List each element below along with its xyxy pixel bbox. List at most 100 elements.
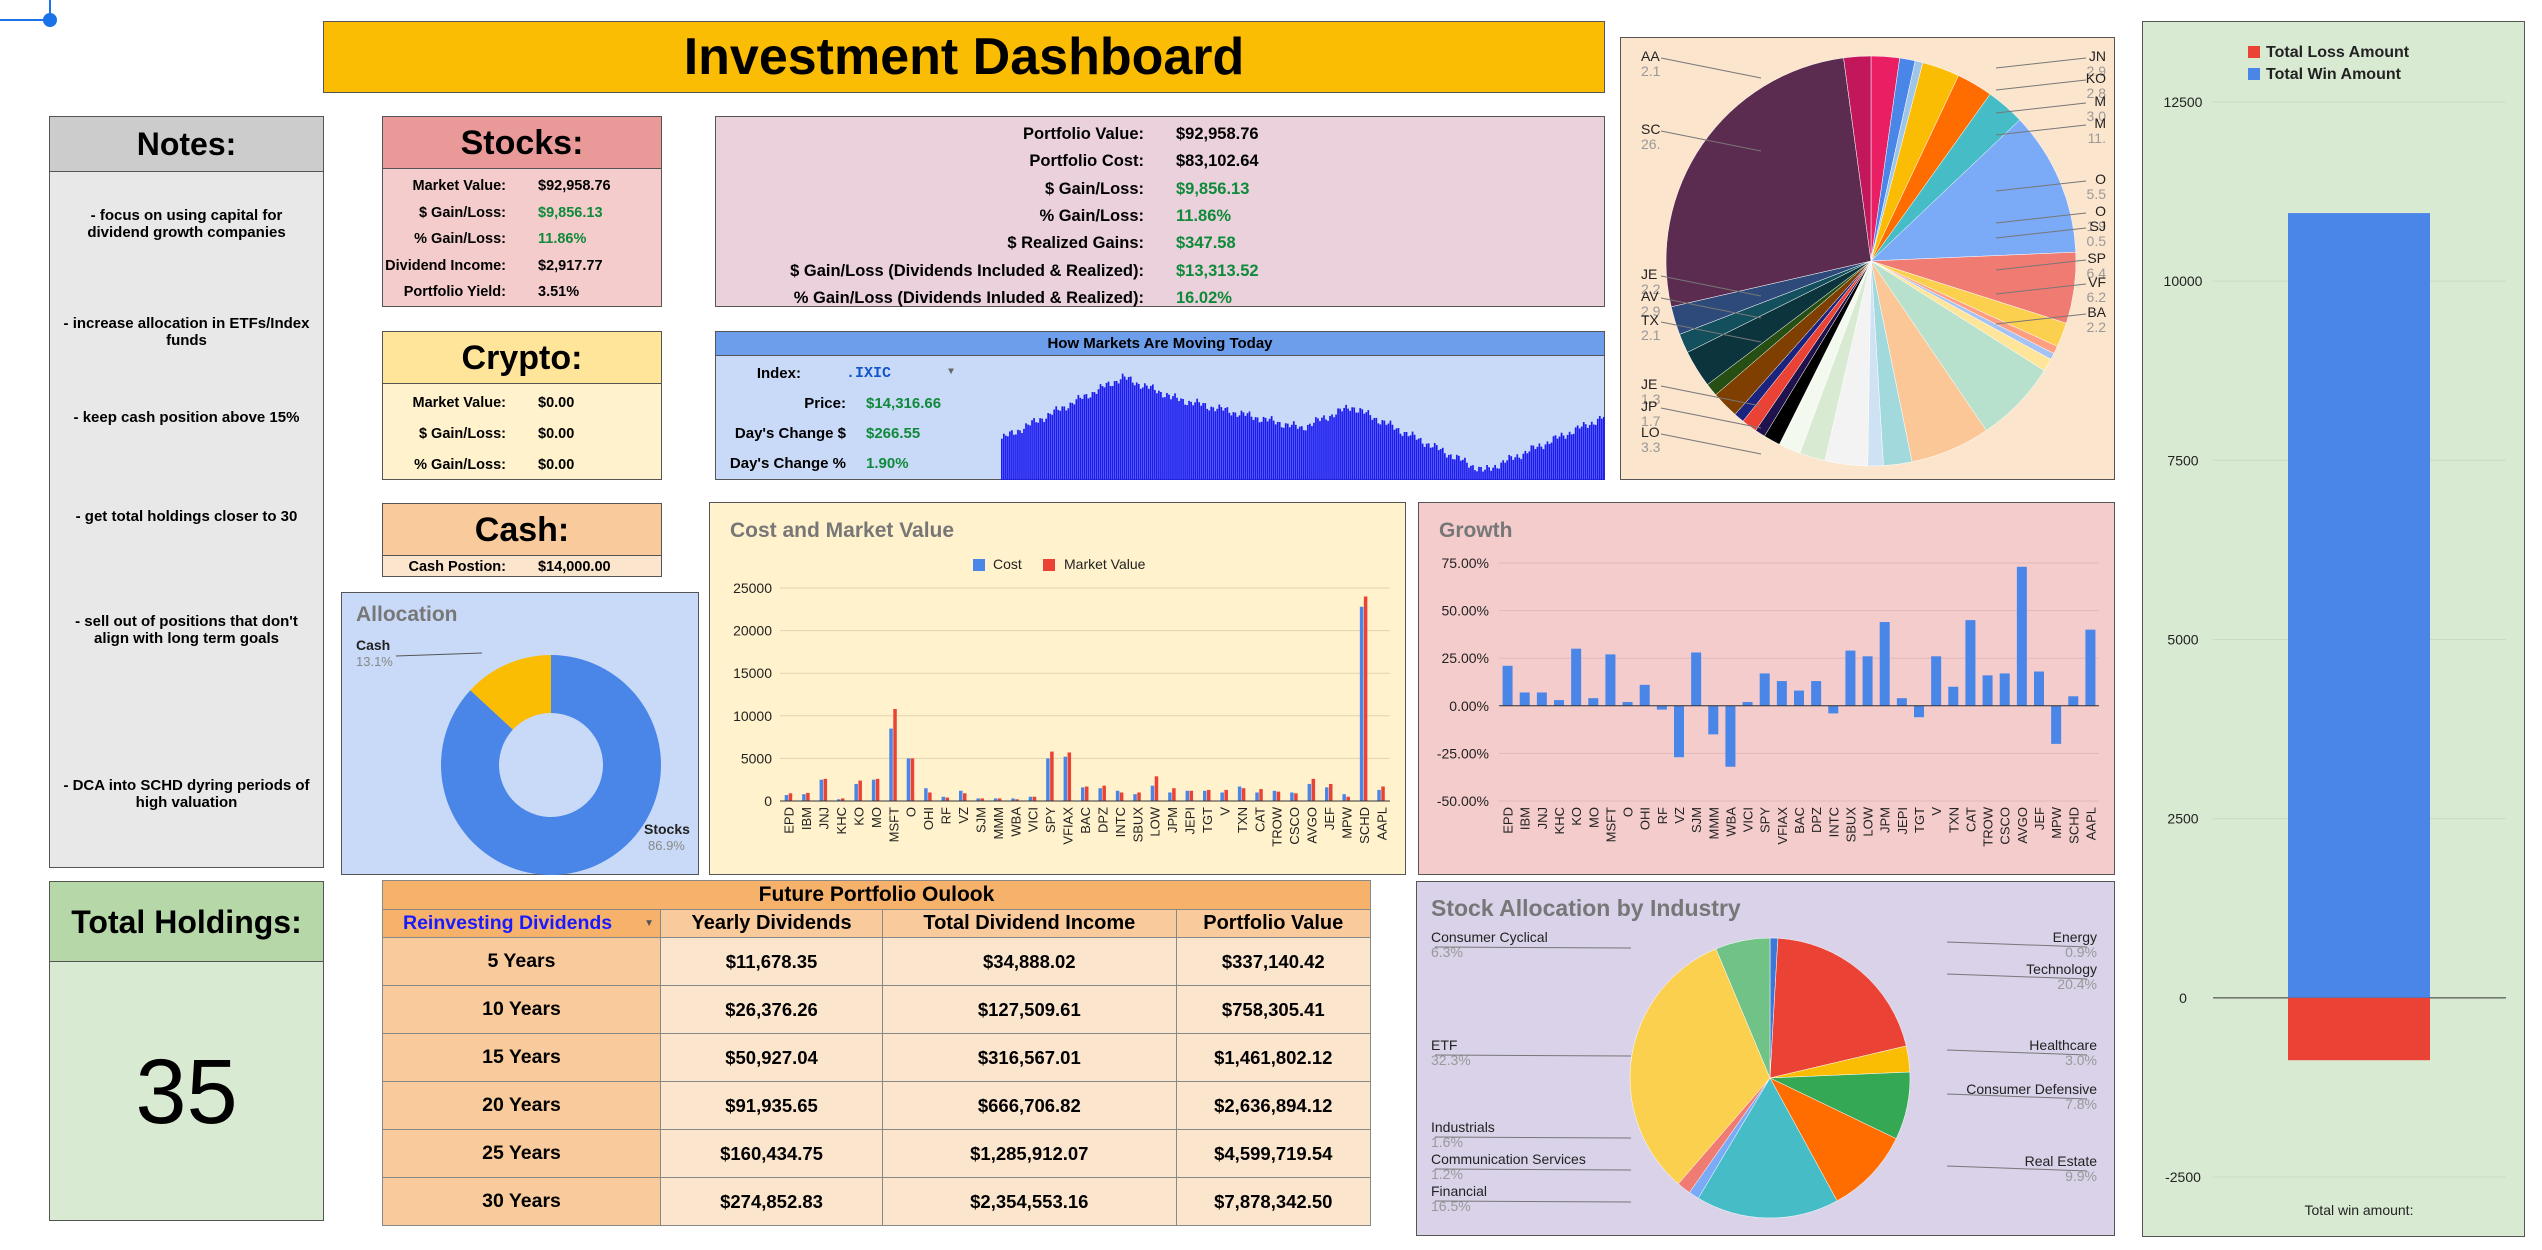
spark-bar bbox=[1009, 431, 1011, 480]
industry-pct: 1.2% bbox=[1431, 1166, 1463, 1182]
growth-bar bbox=[1554, 700, 1564, 706]
spark-bar bbox=[1166, 392, 1168, 480]
crypto-value: $0.00 bbox=[538, 394, 575, 411]
industry-label: Technology bbox=[2026, 961, 2097, 977]
bar-cost bbox=[1203, 790, 1207, 801]
spark-bar bbox=[1190, 401, 1192, 480]
spark-bar bbox=[1518, 457, 1521, 480]
spark-bar bbox=[1240, 410, 1243, 480]
index-label: Index: bbox=[756, 364, 801, 382]
outlook-cell: $4,599,719.54 bbox=[1175, 1129, 1372, 1178]
stocks-value: $9,856.13 bbox=[538, 204, 603, 221]
legend-swatch-cost bbox=[973, 559, 985, 571]
spark-bar bbox=[1305, 430, 1307, 480]
spark-bar bbox=[1556, 438, 1559, 480]
spark-bar bbox=[1534, 449, 1537, 480]
reinvest-dropdown[interactable]: Reinvesting Dividends ▼ bbox=[382, 909, 661, 938]
spark-bar bbox=[1075, 399, 1078, 480]
y-tick: 50.00% bbox=[1442, 603, 1489, 619]
spark-bar bbox=[1415, 439, 1418, 480]
spark-bar bbox=[1542, 449, 1545, 480]
spark-bar bbox=[1532, 445, 1535, 480]
growth-bar bbox=[2051, 705, 2062, 744]
spark-bar bbox=[1361, 409, 1364, 480]
spark-bar bbox=[1522, 453, 1525, 480]
outlook-cell: $2,636,894.12 bbox=[1175, 1081, 1372, 1130]
spark-bar bbox=[1431, 447, 1434, 480]
growth-bar bbox=[1965, 620, 1976, 706]
spark-bar bbox=[1439, 449, 1442, 480]
spark-bar bbox=[1021, 433, 1023, 480]
spark-bar bbox=[1111, 386, 1114, 480]
spark-bar bbox=[1447, 454, 1450, 480]
spark-bar bbox=[1216, 408, 1219, 480]
spark-bar bbox=[1272, 420, 1275, 480]
y-tick: 75.00% bbox=[1442, 555, 1489, 571]
industry-slice bbox=[1769, 1077, 1897, 1202]
bar-market bbox=[806, 792, 810, 801]
legend-label: Market Value bbox=[1064, 556, 1146, 572]
cash-position-label: Cash Postion: bbox=[408, 558, 506, 575]
spark-bar bbox=[1107, 381, 1110, 480]
holding-label: M bbox=[2094, 93, 2106, 109]
spark-bar bbox=[1164, 397, 1166, 480]
market-value: $266.55 bbox=[866, 424, 921, 442]
crypto-value: $0.00 bbox=[538, 425, 575, 442]
industry-pct: 7.8% bbox=[2065, 1096, 2097, 1112]
y-tick: 10000 bbox=[2164, 273, 2203, 289]
x-tick: IBM bbox=[1518, 807, 1533, 830]
bar-cost bbox=[1185, 790, 1190, 801]
spark-bar bbox=[1309, 423, 1311, 480]
spark-bar bbox=[1222, 410, 1225, 480]
spark-bar bbox=[1031, 420, 1033, 480]
holding-slice bbox=[1665, 57, 1872, 308]
index-value: .IXIC bbox=[846, 364, 892, 382]
spark-bar bbox=[1097, 389, 1100, 480]
spark-bar bbox=[1123, 376, 1126, 480]
spark-bar bbox=[1292, 421, 1295, 480]
outlook-row: 20 Years $91,935.65 $666,706.82 $2,636,894.… bbox=[382, 1081, 1372, 1130]
spark-bar bbox=[1149, 385, 1152, 480]
growth-bar bbox=[1571, 648, 1582, 706]
x-tick: TXN bbox=[1235, 807, 1250, 833]
bar-cost bbox=[1377, 789, 1381, 801]
growth-title: Growth bbox=[1439, 519, 1513, 542]
holding-value: 2.8 bbox=[2087, 85, 2107, 101]
holding-label: BA bbox=[2087, 304, 2106, 320]
spark-bar bbox=[1039, 418, 1041, 480]
spark-bar bbox=[1319, 421, 1321, 480]
bar-market bbox=[1329, 783, 1333, 801]
bar-cost bbox=[959, 790, 963, 801]
y-tick: 5000 bbox=[741, 750, 772, 766]
market-label: Price: bbox=[804, 394, 846, 412]
industry-pct: 32.3% bbox=[1431, 1052, 1471, 1068]
growth-panel: Growth 75.00% 50.00% 25.00% 0.00% -25.00% -50.… bbox=[1418, 502, 2115, 875]
spark-bar bbox=[1341, 411, 1343, 480]
x-tick: SCHD bbox=[1357, 807, 1372, 844]
industry-label: Consumer Cyclical bbox=[1431, 929, 1548, 945]
spark-bar bbox=[1528, 451, 1531, 480]
spark-bar bbox=[1347, 408, 1350, 480]
index-selector[interactable]: .IXIC ▼ bbox=[846, 365, 986, 382]
spark-bar bbox=[1600, 418, 1603, 480]
spark-bar bbox=[1192, 405, 1194, 480]
spark-bar bbox=[1379, 424, 1382, 480]
y-tick: 25.00% bbox=[1442, 650, 1489, 666]
outlook-cell: $316,567.01 bbox=[882, 1033, 1177, 1082]
growth-bar bbox=[1639, 684, 1650, 706]
spark-bar bbox=[1079, 397, 1082, 480]
spark-bar bbox=[1570, 434, 1573, 480]
spark-bar bbox=[1065, 410, 1068, 480]
spark-bar bbox=[1349, 410, 1352, 480]
x-tick: KHC bbox=[834, 807, 849, 834]
spark-bar bbox=[1536, 446, 1539, 480]
spark-bar bbox=[1091, 392, 1094, 480]
y-tick: 2500 bbox=[2167, 811, 2198, 827]
portfolio-label: $ Realized Gains: bbox=[1007, 234, 1144, 253]
spark-bar bbox=[1043, 421, 1045, 480]
spark-bar bbox=[1294, 424, 1297, 480]
spark-bar bbox=[1234, 412, 1237, 480]
cash-title: Cash: bbox=[383, 504, 661, 556]
bar-market bbox=[945, 797, 950, 801]
outlook-cell: $7,878,342.50 bbox=[1175, 1177, 1372, 1226]
